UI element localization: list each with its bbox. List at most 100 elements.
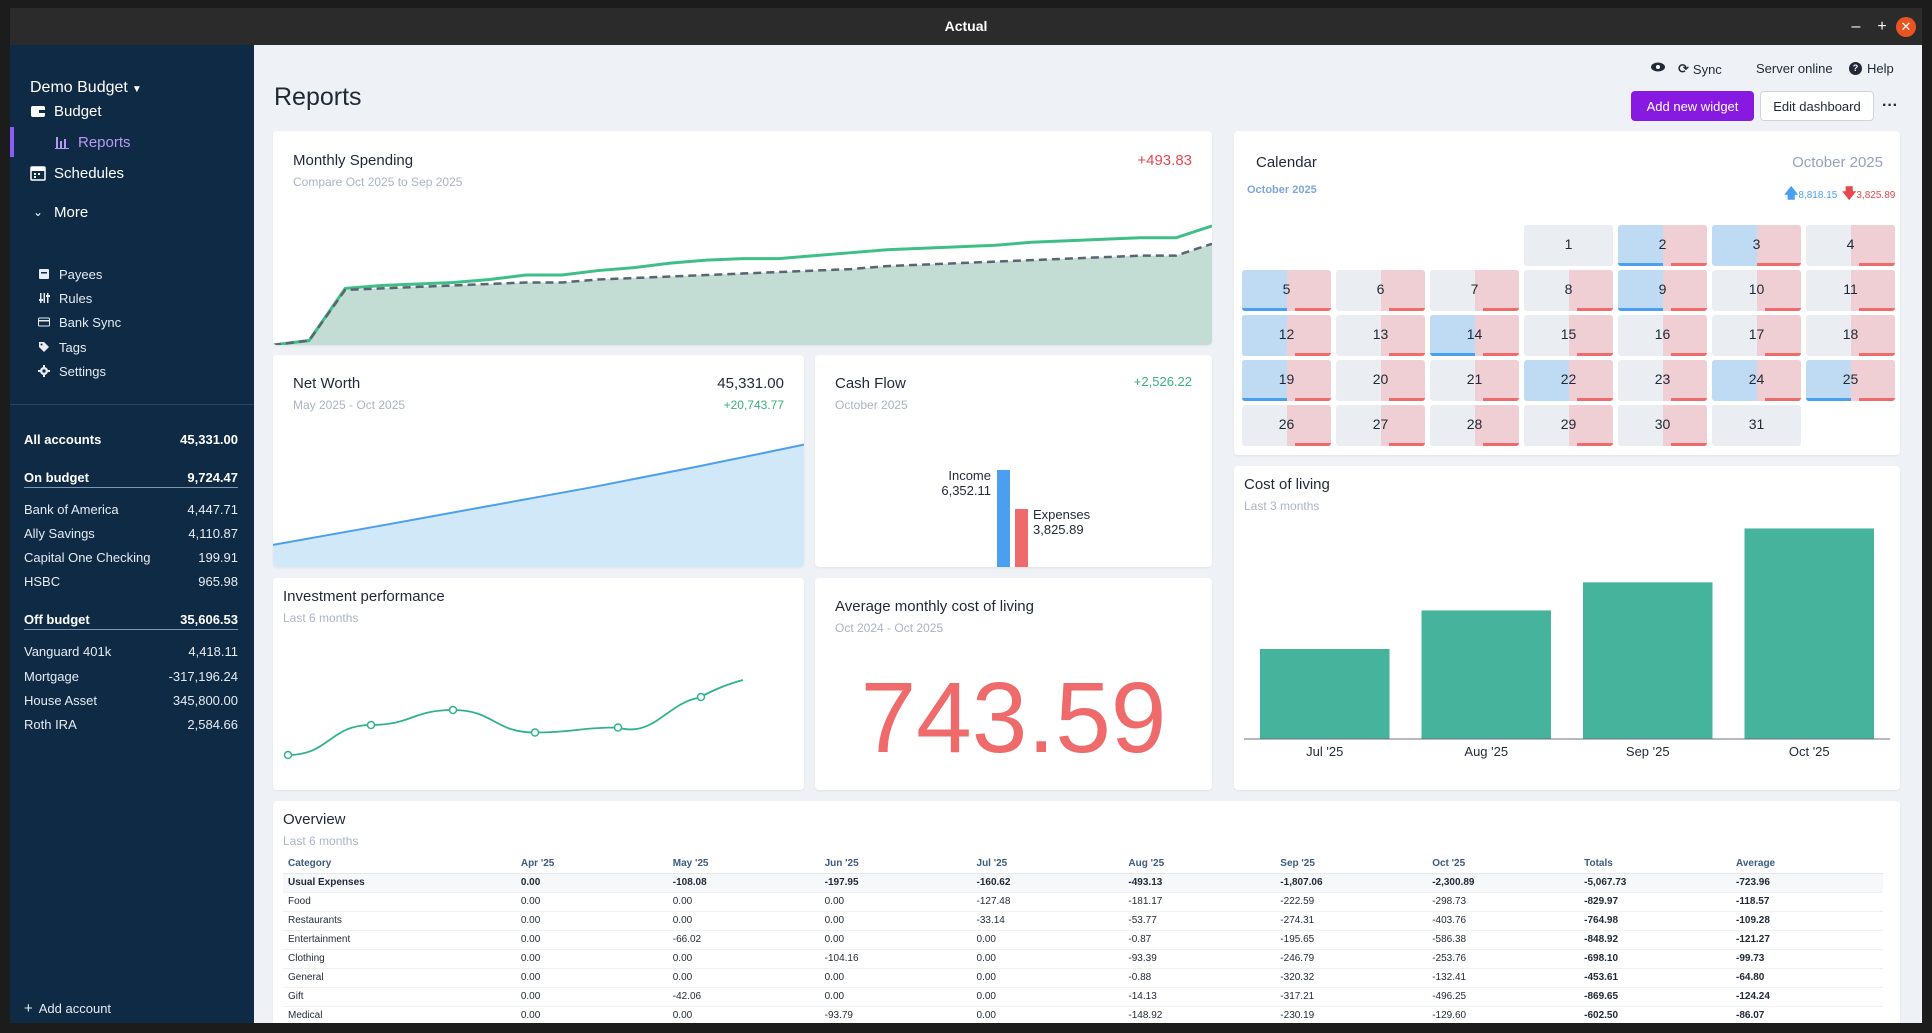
table-row[interactable]: General 0.00 0.00 0.00 0.00 -0.88 -320.32 -132.… — [283, 968, 1883, 988]
column-header[interactable]: May '25 — [667, 855, 820, 874]
calendar-day[interactable]: 2 — [1618, 225, 1707, 266]
nav-settings[interactable]: Settings — [38, 361, 106, 381]
nav-payees[interactable]: Payees — [38, 264, 102, 284]
calendar-day[interactable]: 13 — [1336, 315, 1425, 356]
column-header[interactable]: Totals — [1579, 855, 1732, 874]
nav-budget[interactable]: Budget — [10, 96, 254, 126]
off-budget-header[interactable]: Off budget 35,606.53 — [24, 610, 238, 630]
nav-reports[interactable]: Reports — [10, 127, 254, 157]
calendar-day[interactable]: 9 — [1618, 270, 1707, 311]
calendar-day[interactable]: 3 — [1712, 225, 1801, 266]
calendar-day[interactable]: 21 — [1430, 360, 1519, 401]
add-account-button[interactable]: + Add account — [24, 1000, 111, 1017]
calendar-day[interactable]: 15 — [1524, 315, 1613, 356]
account-item[interactable]: Mortgage -317,196.24 — [24, 666, 238, 686]
cost-of-living-card[interactable]: Cost of living Last 3 months Jul '25 Aug … — [1234, 466, 1900, 790]
calendar-day[interactable]: 26 — [1242, 405, 1331, 446]
column-header[interactable]: Aug '25 — [1123, 855, 1276, 874]
calendar-day[interactable]: 23 — [1618, 360, 1707, 401]
sync-button[interactable]: ⟳ Sync — [1678, 61, 1722, 77]
table-cell: -586.38 — [1427, 930, 1580, 950]
calendar-day[interactable]: 22 — [1524, 360, 1613, 401]
account-item[interactable]: Vanguard 401k 4,418.11 — [24, 641, 238, 661]
privacy-toggle[interactable] — [1650, 61, 1666, 73]
on-budget-header[interactable]: On budget 9,724.47 — [24, 468, 238, 488]
account-item[interactable]: HSBC 965.98 — [24, 571, 238, 591]
edit-dashboard-button[interactable]: Edit dashboard — [1760, 91, 1874, 121]
account-item[interactable]: Roth IRA 2,584.66 — [24, 714, 238, 734]
calendar-day[interactable]: 20 — [1336, 360, 1425, 401]
all-accounts[interactable]: All accounts 45,331.00 — [24, 429, 238, 449]
calendar-day[interactable]: 1 — [1524, 225, 1613, 266]
account-item[interactable]: Ally Savings 4,110.87 — [24, 523, 238, 543]
nav-tags[interactable]: Tags — [38, 337, 86, 357]
calendar-day[interactable]: 4 — [1806, 225, 1895, 266]
cash-flow-card[interactable]: Cash Flow October 2025 +2,526.22 Income … — [815, 355, 1212, 567]
account-balance: 4,418.11 — [188, 643, 238, 659]
card-subtitle: Last 3 months — [1244, 499, 1320, 513]
calendar-day[interactable]: 8 — [1524, 270, 1613, 311]
maximize-icon[interactable]: + — [1877, 18, 1887, 35]
table-row[interactable]: Usual Expenses 0.00 -108.08 -197.95 -160.62-… — [283, 873, 1883, 893]
calendar-day[interactable]: 28 — [1430, 405, 1519, 446]
nav-more[interactable]: ⌄ More — [10, 197, 254, 227]
calendar-day[interactable]: 29 — [1524, 405, 1613, 446]
table-cell: Food — [283, 892, 516, 912]
calendar-day[interactable]: 11 — [1806, 270, 1895, 311]
column-header[interactable]: Category — [283, 855, 516, 874]
overview-card[interactable]: Overview Last 6 months Category Apr '25 Ma… — [273, 801, 1900, 1023]
close-icon[interactable]: ✕ — [1896, 17, 1916, 37]
net-worth-card[interactable]: Net Worth May 2025 - Oct 2025 45,331.00 … — [273, 355, 804, 567]
column-header[interactable]: Average — [1731, 855, 1883, 874]
calendar-day[interactable]: 24 — [1712, 360, 1801, 401]
column-header[interactable]: Apr '25 — [515, 855, 668, 874]
account-label: Ally Savings — [24, 525, 95, 541]
account-item[interactable]: House Asset 345,800.00 — [24, 690, 238, 710]
calendar-day[interactable]: 27 — [1336, 405, 1425, 446]
table-cell: -320.32 — [1275, 968, 1428, 988]
monthly-spending-card[interactable]: Monthly Spending Compare Oct 2025 to Sep… — [273, 131, 1212, 345]
calendar-card[interactable]: Calendar October 2025 October 2025 🡅8,81… — [1234, 131, 1900, 455]
more-menu-icon[interactable]: ··· — [1882, 97, 1898, 114]
table-cell: -42.06 — [667, 987, 820, 1007]
column-header[interactable]: Jun '25 — [819, 855, 972, 874]
calendar-day[interactable]: 12 — [1242, 315, 1331, 356]
avg-cost-card[interactable]: Average monthly cost of living Oct 2024 … — [815, 578, 1212, 790]
calendar-day[interactable]: 6 — [1336, 270, 1425, 311]
day-number: 10 — [1748, 281, 1765, 297]
nav-schedules[interactable]: Schedules — [10, 158, 254, 188]
add-widget-button[interactable]: Add new widget — [1631, 91, 1754, 121]
investment-card[interactable]: Investment performance Last 6 months — [273, 578, 804, 790]
column-header[interactable]: Oct '25 — [1427, 855, 1580, 874]
calendar-day[interactable]: 19 — [1242, 360, 1331, 401]
expense-fill — [1474, 315, 1519, 356]
minimize-icon[interactable]: – — [1851, 18, 1861, 35]
calendar-day[interactable]: 14 — [1430, 315, 1519, 356]
server-status[interactable]: Server online — [1756, 61, 1833, 76]
calendar-day[interactable]: 7 — [1430, 270, 1519, 311]
table-row[interactable]: Gift 0.00 -42.06 0.00 0.00 -14.13 -317.21 -496.… — [283, 987, 1883, 1007]
calendar-day[interactable]: 25 — [1806, 360, 1895, 401]
table-row[interactable]: Clothing 0.00 0.00 -104.16 0.00 -93.39 -246.79… — [283, 949, 1883, 969]
account-item[interactable]: Capital One Checking 199.91 — [24, 547, 238, 567]
help-button[interactable]: ? Help — [1849, 61, 1894, 76]
card-title: Investment performance — [283, 588, 445, 605]
budget-switcher[interactable]: Demo Budget ▼ — [30, 79, 142, 97]
calendar-day[interactable]: 30 — [1618, 405, 1707, 446]
calendar-day[interactable]: 16 — [1618, 315, 1707, 356]
calendar-day[interactable]: 31 — [1712, 405, 1801, 446]
nav-rules[interactable]: Rules — [38, 288, 92, 308]
table-row[interactable]: Restaurants 0.00 0.00 0.00 -33.14 -53.77 -274.… — [283, 911, 1883, 931]
column-header[interactable]: Jul '25 — [971, 855, 1124, 874]
nav-bank-sync[interactable]: Bank Sync — [38, 312, 121, 332]
account-item[interactable]: Bank of America 4,447.71 — [24, 499, 238, 519]
calendar-day[interactable]: 18 — [1806, 315, 1895, 356]
calendar-day[interactable]: 5 — [1242, 270, 1331, 311]
table-cell: -33.14 — [971, 911, 1124, 931]
column-header[interactable]: Sep '25 — [1275, 855, 1428, 874]
calendar-day[interactable]: 17 — [1712, 315, 1801, 356]
calendar-day[interactable]: 10 — [1712, 270, 1801, 311]
table-row[interactable]: Medical 0.00 0.00 -93.79 0.00 -148.92 -230.19-… — [283, 1006, 1883, 1023]
table-row[interactable]: Food 0.00 0.00 0.00 -127.48 -181.17 -222.59 -29… — [283, 892, 1883, 912]
table-row[interactable]: Entertainment 0.00 -66.02 0.00 0.00 -0.87 -195… — [283, 930, 1883, 950]
